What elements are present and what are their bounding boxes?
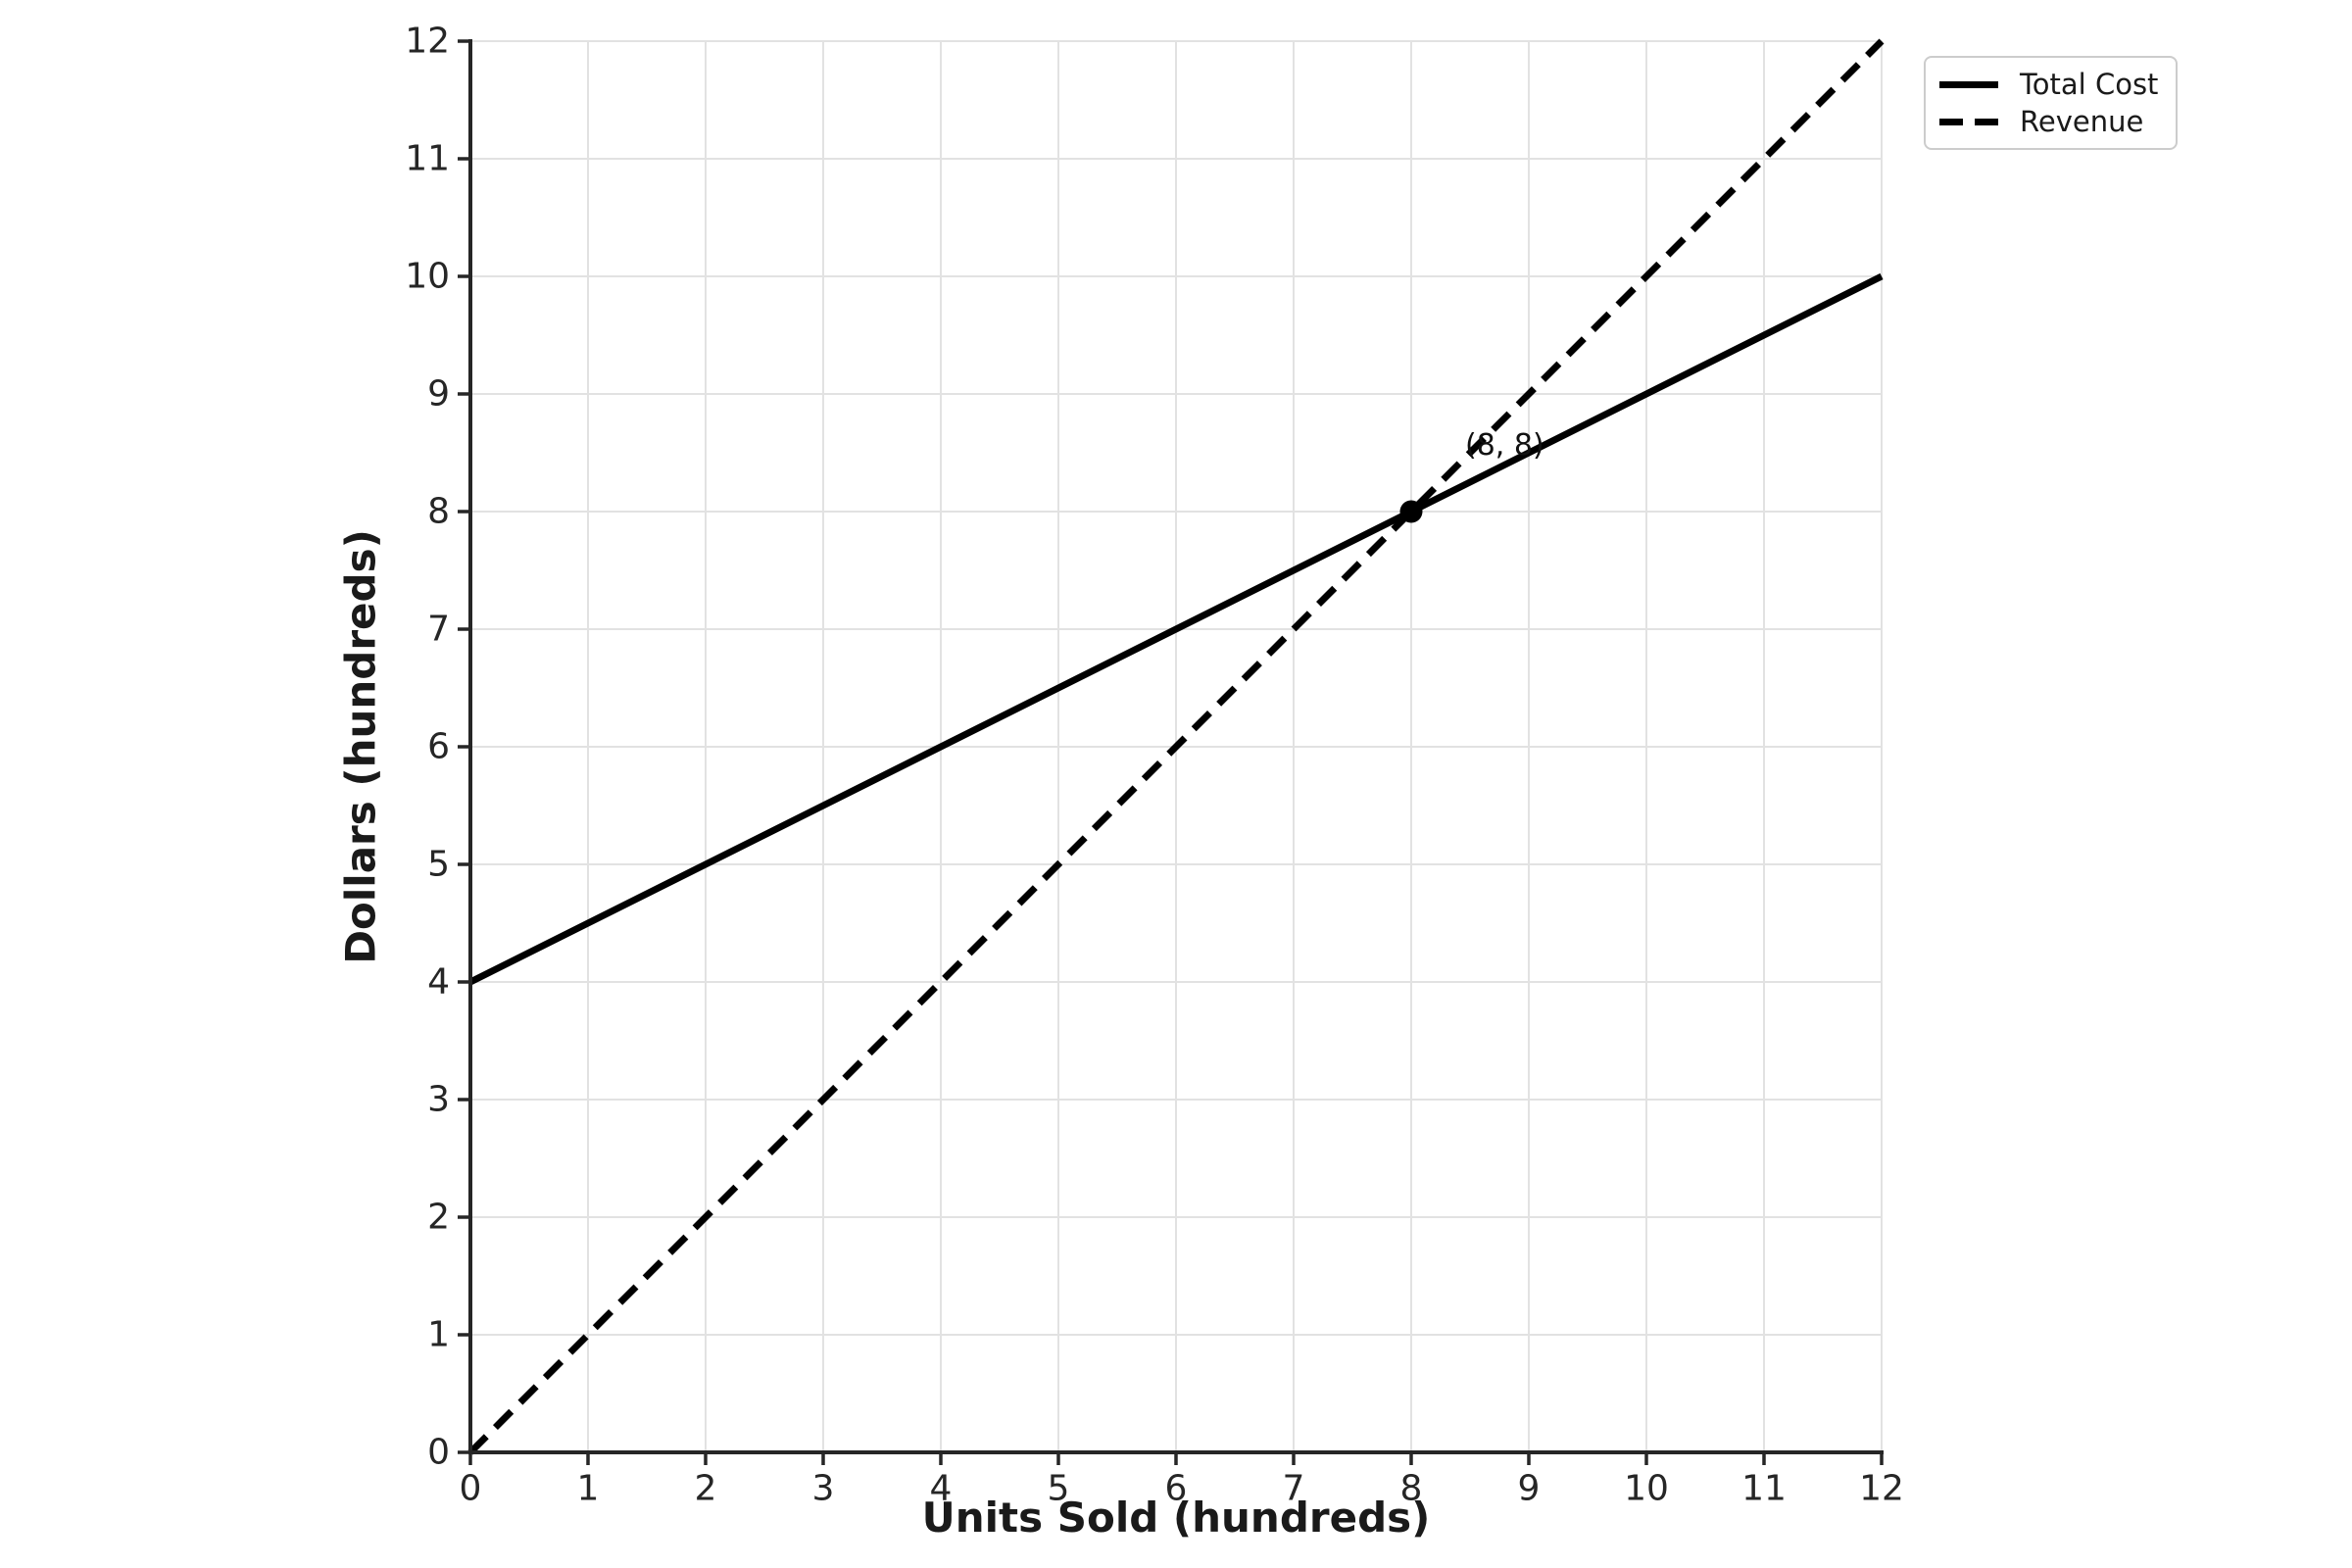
x-tick-label: 9	[1518, 1469, 1541, 1509]
x-tick-label: 4	[930, 1469, 953, 1509]
legend-item-revenue: Revenue	[1939, 103, 2158, 140]
y-tick-label: 10	[405, 257, 450, 297]
x-tick-label: 12	[1859, 1469, 1904, 1509]
y-tick-label: 4	[427, 962, 450, 1003]
x-tick-label: 11	[1741, 1469, 1787, 1509]
y-tick-label: 1	[427, 1315, 450, 1355]
legend-item-total-cost: Total Cost	[1939, 66, 2158, 103]
x-tick-label: 0	[460, 1469, 482, 1509]
x-tick-label: 5	[1048, 1469, 1070, 1509]
x-tick-label: 10	[1624, 1469, 1669, 1509]
y-tick-label: 11	[405, 139, 450, 179]
y-tick-label: 2	[427, 1198, 450, 1238]
y-tick-label: 5	[427, 845, 450, 885]
y-tick-label: 3	[427, 1080, 450, 1120]
total-cost-solid-line-swatch	[1939, 80, 1998, 88]
x-axis-label: Units Sold (hundreds)	[921, 1494, 1431, 1542]
y-axis-label: Dollars (hundreds)	[336, 529, 385, 964]
y-tick-label: 12	[405, 22, 450, 62]
legend: Total Cost Revenue	[1924, 56, 2179, 150]
y-tick-label: 7	[427, 610, 450, 650]
legend-label-total-cost: Total Cost	[2020, 68, 2159, 101]
x-tick-label: 2	[695, 1469, 717, 1509]
total-cost-line	[468, 272, 1884, 986]
y-tick-label: 0	[427, 1433, 450, 1473]
x-tick-label: 8	[1400, 1469, 1423, 1509]
revenue-dashed-line-swatch	[1939, 118, 1998, 125]
x-tick-label: 1	[577, 1469, 600, 1509]
revenue-line	[467, 38, 1885, 1455]
legend-label-revenue: Revenue	[2020, 105, 2144, 138]
x-tick-label: 6	[1165, 1469, 1188, 1509]
intersection-point-marker	[1399, 500, 1423, 523]
x-tick-label: 3	[812, 1469, 835, 1509]
x-tick-label: 7	[1283, 1469, 1305, 1509]
intersection-annotation: (8, 8)	[1465, 428, 1544, 463]
y-tick-label: 6	[427, 727, 450, 767]
y-tick-label: 9	[427, 374, 450, 415]
y-tick-label: 8	[427, 492, 450, 532]
